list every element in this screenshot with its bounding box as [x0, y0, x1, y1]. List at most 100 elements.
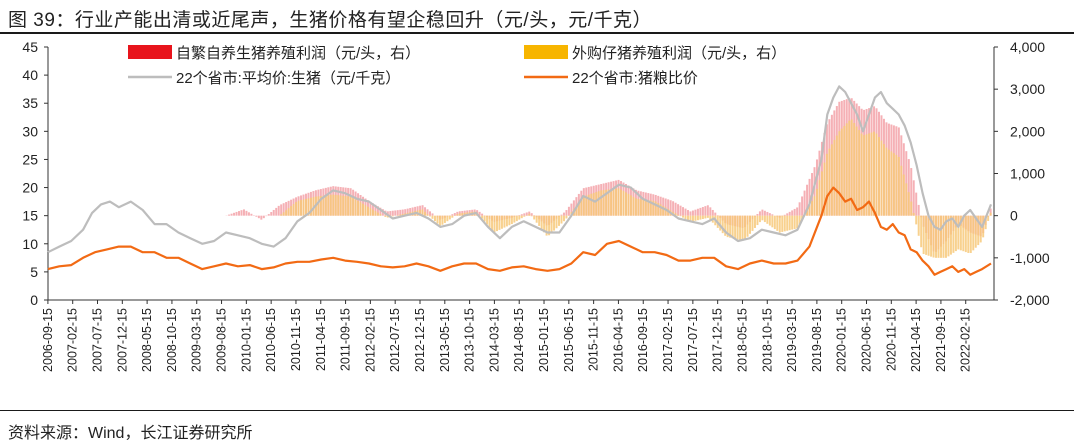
self-breeding-profit-bar [275, 207, 278, 216]
self-breeding-profit-bar [691, 210, 694, 216]
purchased-piglet-profit-bar [773, 215, 776, 230]
x-tick-label: 2009-03-15 [190, 308, 204, 372]
purchased-piglet-profit-bar [977, 215, 980, 246]
purchased-piglet-profit-bar [796, 215, 799, 229]
purchased-piglet-profit-bar [287, 208, 290, 216]
self-breeding-profit-bar [401, 209, 404, 216]
self-breeding-profit-bar [282, 203, 285, 216]
purchased-piglet-profit-bar [751, 215, 754, 231]
purchased-piglet-profit-bar [920, 215, 923, 248]
purchased-piglet-profit-bar [562, 215, 565, 222]
self-breeding-profit-bar [758, 211, 761, 216]
self-breeding-profit-bar [424, 207, 427, 216]
self-breeding-profit-bar [404, 209, 407, 216]
purchased-piglet-profit-bar [887, 149, 890, 216]
purchased-piglet-profit-bar [786, 215, 789, 231]
purchased-piglet-profit-bar [706, 215, 709, 218]
purchased-piglet-profit-bar [493, 215, 496, 233]
self-breeding-profit-bar [793, 208, 796, 216]
purchased-piglet-profit-bar [302, 199, 305, 216]
right-tick-label: 2,000 [1010, 123, 1045, 139]
self-breeding-profit-bar [768, 213, 771, 216]
purchased-piglet-profit-bar [535, 215, 538, 223]
purchased-piglet-profit-bar [558, 215, 560, 226]
purchased-piglet-profit-bar [495, 215, 498, 232]
left-tick-label: 30 [22, 123, 38, 139]
purchased-piglet-profit-bar [352, 197, 355, 216]
purchased-piglet-profit-bar [815, 188, 818, 216]
purchased-piglet-profit-bar [451, 215, 454, 218]
purchased-piglet-profit-bar [949, 215, 952, 255]
purchased-piglet-profit-bar [324, 195, 327, 216]
x-tick-label: 2008-10-15 [165, 308, 179, 372]
purchased-piglet-profit-bar [344, 196, 347, 216]
self-breeding-profit-bar [431, 213, 434, 216]
purchased-piglet-profit-bar [776, 215, 779, 231]
self-breeding-profit-bar [374, 204, 377, 216]
purchased-piglet-profit-bar [811, 200, 814, 216]
ticks-layer: 0 5 10 15 20 25 30 35 40 45 -2,000 -1,000 0 1,000 2,00… [22, 39, 1049, 372]
purchased-piglet-profit-bar [622, 190, 625, 216]
purchased-piglet-profit-bar [952, 215, 955, 253]
self-breeding-profit-bar [386, 211, 389, 216]
source-rule [0, 410, 1074, 411]
purchased-piglet-profit-bar [885, 147, 888, 216]
purchased-piglet-profit-bar [337, 195, 340, 216]
purchased-piglet-profit-bar [357, 200, 360, 216]
purchased-piglet-profit-bar [659, 204, 662, 216]
self-breeding-profit-bar [808, 178, 811, 216]
hog-grain-ratio-line [47, 186, 992, 276]
purchased-piglet-profit-bar [890, 151, 893, 216]
self-breeding-profit-bar [478, 211, 481, 216]
purchased-piglet-profit-bar [513, 215, 516, 223]
left-tick-label: 20 [22, 180, 38, 196]
purchased-piglet-profit-bar [538, 215, 541, 226]
self-breeding-profit-bar [277, 205, 280, 216]
purchased-piglet-profit-bar [766, 215, 769, 224]
purchased-piglet-profit-bar [448, 215, 451, 220]
purchased-piglet-profit-bar [843, 125, 846, 216]
self-breeding-profit-bar [453, 213, 456, 216]
purchased-piglet-profit-bar [401, 214, 404, 216]
purchased-piglet-profit-bar [481, 215, 484, 219]
purchased-piglet-profit-bar [426, 214, 429, 216]
self-breeding-profit-bar [528, 211, 531, 216]
purchased-piglet-profit-bar [322, 195, 325, 216]
self-breeding-profit-bar [565, 210, 568, 216]
x-tick-label: 2020-11-15 [884, 308, 898, 371]
purchased-piglet-profit-bar [419, 209, 422, 216]
self-breeding-profit-bar [389, 211, 392, 216]
purchased-piglet-profit-bar [823, 162, 826, 216]
x-tick-label: 2009-08-15 [215, 308, 229, 372]
x-tick-label: 2021-04-15 [909, 308, 923, 372]
self-breeding-profit-bar [426, 209, 429, 216]
self-breeding-profit-bar [250, 213, 253, 216]
purchased-piglet-profit-bar [438, 215, 441, 226]
self-breeding-profit-bar [230, 213, 233, 216]
self-breeding-profit-bar [796, 207, 799, 216]
purchased-piglet-profit-bar [696, 215, 699, 221]
purchased-piglet-profit-bar [736, 215, 739, 240]
self-breeding-profit-bar [285, 202, 288, 216]
purchased-piglet-profit-bar [458, 213, 461, 216]
self-breeding-profit-bar [562, 212, 565, 216]
self-breeding-profit-bar [267, 214, 270, 216]
purchased-piglet-profit-bar [972, 215, 975, 251]
purchased-piglet-profit-bar [553, 215, 556, 231]
x-tick-label: 2017-12-15 [711, 308, 725, 372]
left-tick-label: 15 [22, 208, 38, 224]
x-tick-label: 2019-03-15 [785, 308, 799, 372]
purchased-piglet-profit-bar [624, 192, 627, 216]
self-breeding-profit-bar [572, 200, 575, 216]
purchased-piglet-profit-bar [875, 133, 878, 216]
title-rule [0, 32, 1074, 34]
self-breeding-profit-bar [696, 208, 699, 216]
x-tick-label: 2012-02-15 [363, 308, 377, 372]
self-breeding-profit-bar [371, 203, 374, 216]
purchased-piglet-profit-bar [915, 215, 918, 225]
self-breeding-profit-bar [798, 202, 801, 216]
purchased-piglet-profit-bar [652, 200, 655, 216]
purchased-piglet-profit-bar [925, 215, 928, 255]
self-breeding-profit-bar [262, 215, 265, 219]
